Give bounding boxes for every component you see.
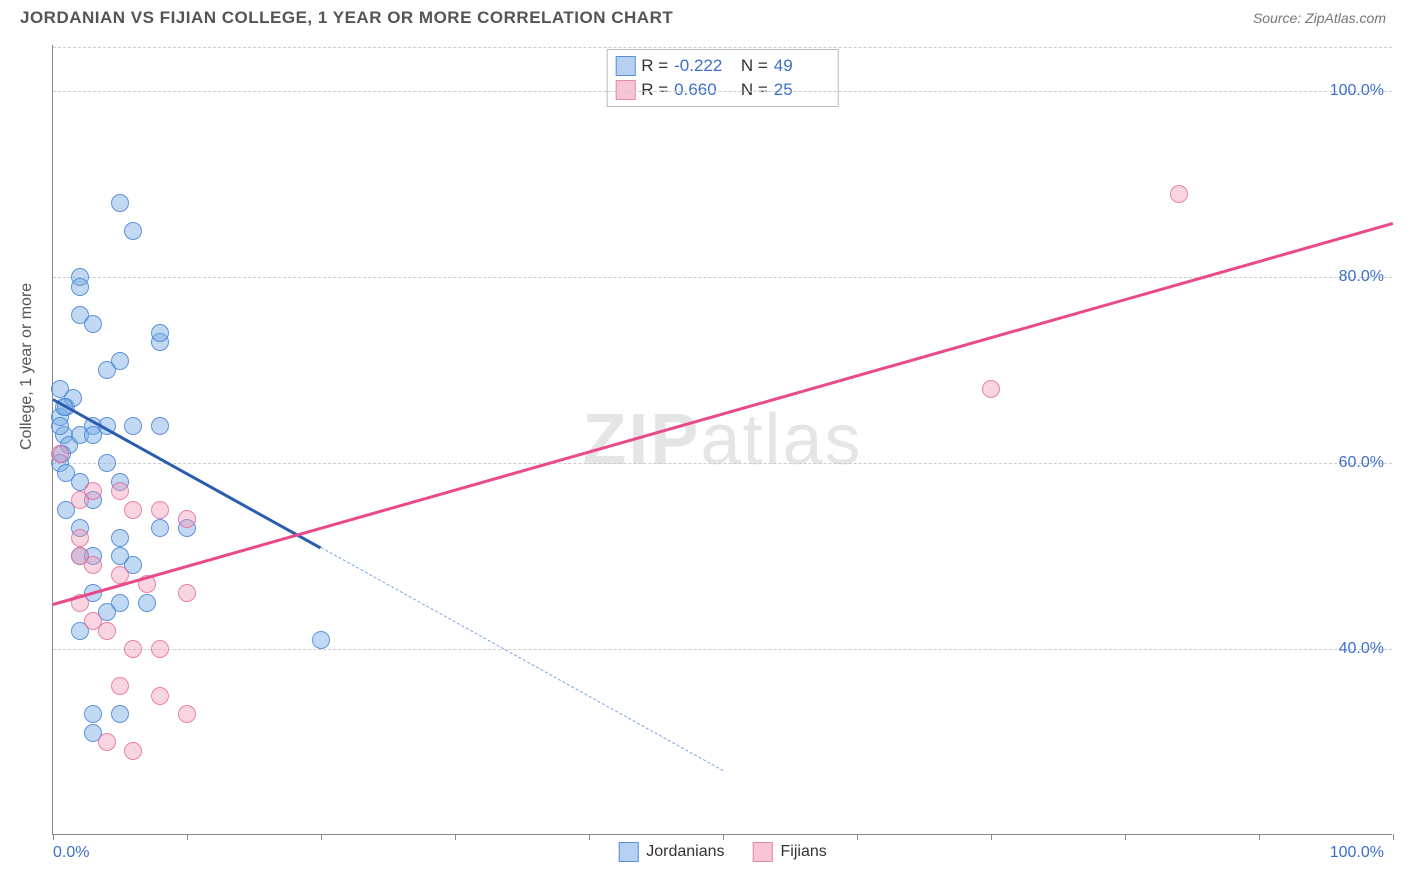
scatter-point (138, 594, 156, 612)
scatter-point (111, 705, 129, 723)
legend-r-value-fijians: 0.660 (674, 80, 730, 100)
legend-r-value-jordanians: -0.222 (674, 56, 730, 76)
x-tick (455, 834, 456, 840)
scatter-point (57, 464, 75, 482)
scatter-point (111, 352, 129, 370)
scatter-point (312, 631, 330, 649)
x-tick (991, 834, 992, 840)
legend-r-label: R = (641, 56, 668, 76)
y-tick-label: 40.0% (1339, 640, 1384, 658)
legend-row-jordanians: R = -0.222 N = 49 (615, 54, 830, 78)
scatter-point (151, 417, 169, 435)
legend-n-value-fijians: 25 (774, 80, 830, 100)
scatter-point (84, 426, 102, 444)
gridline (53, 91, 1392, 92)
x-tick (53, 834, 54, 840)
scatter-point (124, 742, 142, 760)
x-tick (589, 834, 590, 840)
scatter-point (111, 529, 129, 547)
scatter-point (124, 501, 142, 519)
gridline (53, 47, 1392, 48)
scatter-point (1170, 185, 1188, 203)
legend-item-jordanians: Jordanians (618, 842, 724, 862)
scatter-point (151, 519, 169, 537)
trend-line-dashed (321, 547, 723, 771)
scatter-point (51, 445, 69, 463)
swatch-pink-icon (615, 80, 635, 100)
scatter-point (124, 222, 142, 240)
scatter-point (84, 556, 102, 574)
scatter-point (151, 501, 169, 519)
x-axis-min-label: 0.0% (53, 844, 89, 862)
legend-n-value-jordanians: 49 (774, 56, 830, 76)
legend-label-jordanians: Jordanians (646, 843, 724, 861)
y-tick-label: 100.0% (1330, 82, 1384, 100)
scatter-point (71, 278, 89, 296)
gridline (53, 649, 1392, 650)
swatch-blue-icon (618, 842, 638, 862)
legend-n-label: N = (736, 56, 768, 76)
legend-item-fijians: Fijians (753, 842, 827, 862)
x-tick (1393, 834, 1394, 840)
source-label: Source: ZipAtlas.com (1253, 10, 1386, 26)
scatter-point (124, 640, 142, 658)
scatter-point (84, 482, 102, 500)
swatch-pink-icon (753, 842, 773, 862)
scatter-point (982, 380, 1000, 398)
legend-label-fijians: Fijians (781, 843, 827, 861)
scatter-point (98, 733, 116, 751)
legend-r-label: R = (641, 80, 668, 100)
scatter-point (151, 687, 169, 705)
scatter-point (51, 417, 69, 435)
scatter-point (151, 324, 169, 342)
swatch-blue-icon (615, 56, 635, 76)
scatter-point (111, 677, 129, 695)
chart-plot-area: ZIPatlas R = -0.222 N = 49 R = 0.660 N =… (52, 45, 1392, 835)
scatter-point (178, 584, 196, 602)
scatter-point (124, 417, 142, 435)
gridline (53, 463, 1392, 464)
x-tick (1125, 834, 1126, 840)
legend-row-fijians: R = 0.660 N = 25 (615, 78, 830, 102)
x-tick (187, 834, 188, 840)
legend-n-label: N = (736, 80, 768, 100)
scatter-point (84, 315, 102, 333)
scatter-point (111, 194, 129, 212)
series-legend: Jordanians Fijians (618, 842, 827, 862)
scatter-point (98, 454, 116, 472)
correlation-legend: R = -0.222 N = 49 R = 0.660 N = 25 (606, 49, 839, 107)
y-axis-title: College, 1 year or more (18, 283, 36, 450)
scatter-point (178, 510, 196, 528)
x-tick (723, 834, 724, 840)
x-axis-max-label: 100.0% (1330, 844, 1384, 862)
trend-line (53, 222, 1394, 606)
y-tick-label: 60.0% (1339, 454, 1384, 472)
scatter-point (98, 622, 116, 640)
x-tick (321, 834, 322, 840)
y-tick-label: 80.0% (1339, 268, 1384, 286)
scatter-point (84, 705, 102, 723)
scatter-point (151, 640, 169, 658)
x-tick (857, 834, 858, 840)
chart-title: JORDANIAN VS FIJIAN COLLEGE, 1 YEAR OR M… (20, 8, 673, 28)
scatter-point (71, 529, 89, 547)
scatter-point (178, 705, 196, 723)
scatter-point (111, 482, 129, 500)
x-tick (1259, 834, 1260, 840)
